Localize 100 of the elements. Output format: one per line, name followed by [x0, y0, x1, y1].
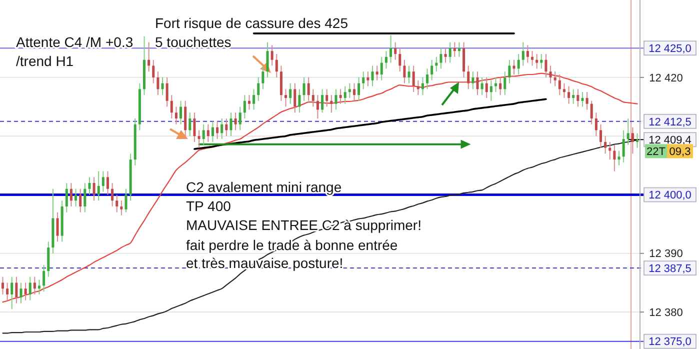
- candlestick: [618, 150, 620, 166]
- candlestick: [70, 182, 72, 207]
- candlestick: [97, 170, 100, 202]
- candlestick: [540, 53, 543, 70]
- candlestick: [284, 88, 288, 108]
- candlestick: [426, 68, 429, 90]
- candlestick: [188, 112, 192, 137]
- candlestick: [198, 130, 200, 148]
- candlestick: [15, 276, 18, 304]
- candlestick: [65, 182, 68, 213]
- line-series: [194, 98, 547, 150]
- candlestick: [312, 88, 314, 108]
- y-tick-label: 12 420: [649, 72, 683, 84]
- candlestick: [334, 88, 338, 110]
- candlestick: [248, 94, 250, 110]
- candlestick: [294, 82, 296, 114]
- candlestick: [234, 112, 237, 131]
- text: 09,3: [669, 146, 691, 158]
- ref-line-label: 12 375,0: [648, 336, 692, 348]
- candlestick: [102, 170, 104, 192]
- candlestick: [604, 136, 607, 154]
- candlestick: [458, 42, 460, 58]
- candlestick: [166, 76, 168, 108]
- candlestick: [590, 100, 593, 125]
- candlestick: [376, 65, 378, 81]
- ref-line-label: 12 409,4: [648, 134, 692, 146]
- candlestick: [252, 88, 256, 110]
- candlestick: [74, 188, 78, 207]
- candlestick: [275, 53, 278, 78]
- candlestick: [10, 276, 14, 310]
- candlestick: [170, 94, 173, 119]
- annotation: 5 touchettes: [155, 34, 232, 50]
- candlestick: [536, 53, 538, 70]
- candlestick: [421, 76, 424, 96]
- candlestick: [280, 65, 282, 102]
- candlestick: [586, 92, 588, 110]
- candlestick: [348, 82, 351, 98]
- candlestick: [270, 44, 274, 66]
- candlestick: [47, 241, 50, 278]
- candlestick: [238, 106, 242, 131]
- ref-line-label: 12 412,5: [648, 116, 692, 128]
- text: 22T: [646, 146, 666, 158]
- candlestick: [526, 44, 529, 64]
- candlestick: [257, 76, 260, 102]
- candlestick: [371, 65, 374, 87]
- candlestick: [38, 279, 41, 295]
- candlestick: [476, 71, 479, 96]
- candlestick: [512, 59, 516, 75]
- candlestick: [440, 48, 442, 70]
- candlestick: [321, 88, 324, 114]
- candlestick: [1, 276, 4, 295]
- candlestick: [111, 182, 114, 207]
- candlestick: [358, 76, 360, 102]
- candlestick: [384, 50, 388, 70]
- candlestick: [380, 56, 383, 81]
- candlestick: [330, 94, 333, 114]
- candlestick: [572, 88, 575, 104]
- candlestick: [124, 188, 128, 213]
- candlestick: [326, 88, 328, 108]
- candlestick: [33, 276, 36, 295]
- candlestick: [485, 76, 488, 98]
- candlestick: [462, 42, 466, 78]
- ref-line-label: 12 400,0: [648, 190, 692, 202]
- ref-line-label: 12 425,0: [648, 42, 692, 55]
- candlestick: [24, 282, 27, 301]
- candlestick: [211, 120, 214, 142]
- candlestick: [444, 48, 447, 64]
- candlestick: [562, 82, 566, 98]
- candlestick: [316, 94, 319, 119]
- candlestick: [504, 71, 506, 96]
- candlestick: [416, 80, 420, 96]
- candlestick: [499, 76, 502, 96]
- candlestick: [554, 71, 556, 87]
- candlestick: [88, 176, 91, 196]
- candlestick: [568, 86, 570, 104]
- ref-line-label: 12 387,5: [648, 262, 692, 275]
- candlestick: [6, 282, 9, 301]
- y-tick-label: 12 390: [649, 248, 683, 260]
- annotation: Attente C4 /M +0.3: [16, 34, 134, 50]
- candlestick: [622, 130, 625, 163]
- candlestick: [152, 59, 155, 84]
- candlestick: [467, 65, 470, 90]
- annotation: Fort risque de cassure des 425: [155, 15, 348, 31]
- candlestick: [576, 88, 580, 108]
- annotation: C2 avalement mini range: [186, 179, 342, 195]
- candlestick: [558, 74, 561, 96]
- candlestick: [28, 276, 32, 301]
- candlestick: [480, 76, 484, 96]
- annotation: TP 400: [186, 198, 232, 214]
- candlestick: [631, 126, 634, 154]
- candlestick: [362, 71, 365, 90]
- candlestick: [79, 188, 82, 213]
- candlestick: [180, 100, 182, 125]
- candlestick: [490, 80, 492, 102]
- candlestick: [599, 124, 602, 148]
- candlestick: [412, 65, 415, 93]
- candlestick: [430, 59, 434, 81]
- candlestick: [92, 176, 96, 202]
- candlestick: [394, 42, 397, 60]
- candlestick: [344, 86, 346, 104]
